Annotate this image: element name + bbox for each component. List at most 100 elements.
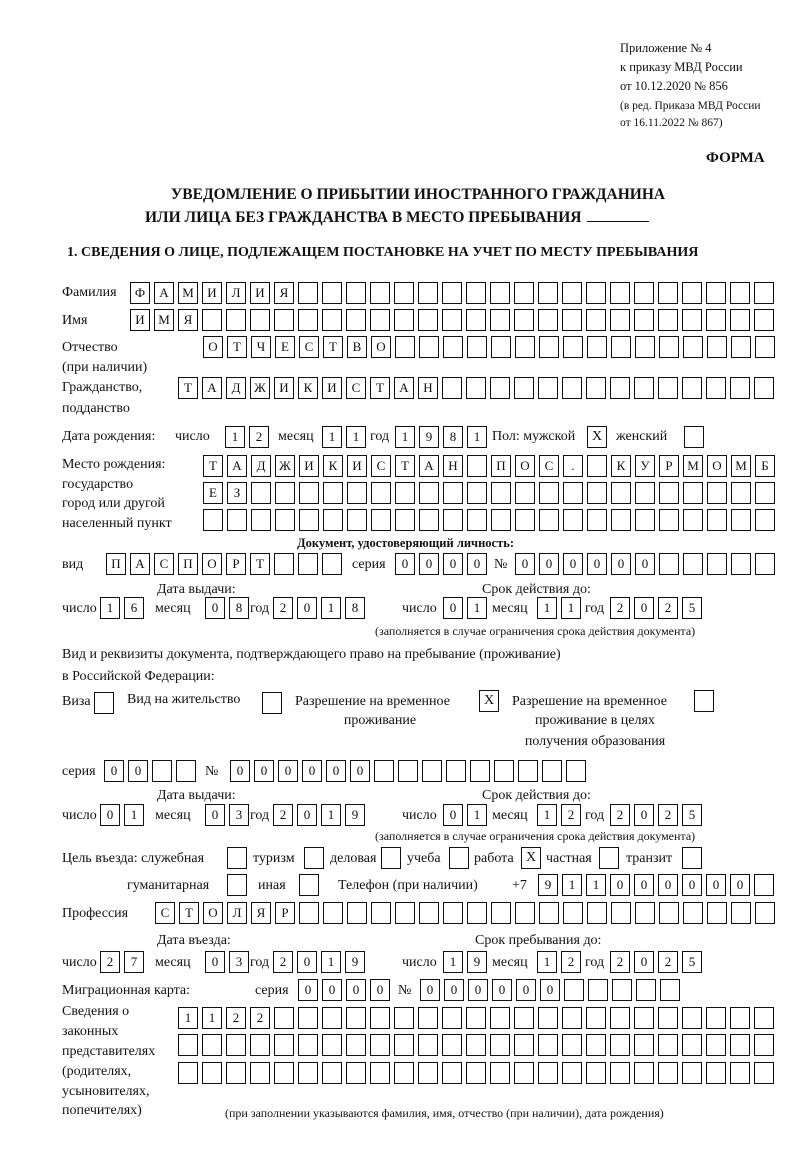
char-box[interactable]: 0: [634, 597, 654, 619]
char-box[interactable]: [466, 309, 486, 331]
char-box[interactable]: [491, 509, 511, 531]
char-box[interactable]: [346, 1007, 366, 1029]
char-box[interactable]: [610, 282, 630, 304]
char-box[interactable]: [202, 1034, 222, 1056]
visa-checkbox[interactable]: [94, 692, 114, 714]
char-box[interactable]: [587, 902, 607, 924]
char-box[interactable]: И: [202, 282, 222, 304]
char-box[interactable]: .: [563, 455, 583, 477]
char-box[interactable]: И: [250, 282, 270, 304]
char-box[interactable]: [442, 309, 462, 331]
char-box[interactable]: Т: [227, 336, 247, 358]
char-box[interactable]: [731, 482, 751, 504]
char-box[interactable]: [419, 336, 439, 358]
char-box[interactable]: 0: [540, 979, 560, 1001]
char-box[interactable]: [730, 309, 750, 331]
char-box[interactable]: [706, 1007, 726, 1029]
char-box[interactable]: [587, 336, 607, 358]
char-box[interactable]: 2: [561, 804, 581, 826]
char-box[interactable]: [443, 509, 463, 531]
char-box[interactable]: 1: [202, 1007, 222, 1029]
purpose-transit-checkbox[interactable]: [682, 847, 702, 869]
char-box[interactable]: 1: [321, 597, 341, 619]
char-box[interactable]: [371, 482, 391, 504]
char-box[interactable]: 0: [634, 804, 654, 826]
char-box[interactable]: 2: [273, 804, 293, 826]
purpose-other-checkbox[interactable]: [299, 874, 319, 896]
char-box[interactable]: [322, 1034, 342, 1056]
char-box[interactable]: 0: [587, 553, 607, 575]
char-box[interactable]: 0: [539, 553, 559, 575]
char-box[interactable]: [538, 377, 558, 399]
char-box[interactable]: [322, 1062, 342, 1084]
char-box[interactable]: 1: [321, 951, 341, 973]
char-box[interactable]: [636, 979, 656, 1001]
char-box[interactable]: 0: [443, 553, 463, 575]
char-box[interactable]: 0: [350, 760, 370, 782]
char-box[interactable]: [490, 309, 510, 331]
char-box[interactable]: 9: [345, 804, 365, 826]
char-box[interactable]: [682, 1034, 702, 1056]
char-box[interactable]: [470, 760, 490, 782]
char-box[interactable]: [466, 282, 486, 304]
char-box[interactable]: 1: [467, 804, 487, 826]
char-box[interactable]: 8: [229, 597, 249, 619]
char-box[interactable]: [730, 1034, 750, 1056]
char-box[interactable]: [394, 309, 414, 331]
char-box[interactable]: [660, 979, 680, 1001]
char-box[interactable]: [226, 1034, 246, 1056]
char-box[interactable]: [370, 309, 390, 331]
char-box[interactable]: [178, 1062, 198, 1084]
char-box[interactable]: [491, 902, 511, 924]
char-box[interactable]: 6: [124, 597, 144, 619]
char-box[interactable]: [418, 282, 438, 304]
char-box[interactable]: 1: [467, 597, 487, 619]
char-box[interactable]: [586, 377, 606, 399]
char-box[interactable]: [443, 336, 463, 358]
char-box[interactable]: [419, 902, 439, 924]
char-box[interactable]: [152, 760, 172, 782]
char-box[interactable]: 9: [419, 426, 439, 448]
char-box[interactable]: 0: [326, 760, 346, 782]
char-box[interactable]: 0: [297, 804, 317, 826]
char-box[interactable]: Л: [227, 902, 247, 924]
char-box[interactable]: [706, 377, 726, 399]
char-box[interactable]: М: [731, 455, 751, 477]
char-box[interactable]: [251, 482, 271, 504]
char-box[interactable]: П: [106, 553, 126, 575]
char-box[interactable]: [250, 1062, 270, 1084]
char-box[interactable]: В: [347, 336, 367, 358]
char-box[interactable]: У: [635, 455, 655, 477]
residence-checkbox[interactable]: [262, 692, 282, 714]
char-box[interactable]: [539, 482, 559, 504]
char-box[interactable]: М: [178, 282, 198, 304]
char-box[interactable]: О: [707, 455, 727, 477]
char-box[interactable]: [730, 282, 750, 304]
char-box[interactable]: [514, 377, 534, 399]
char-box[interactable]: [442, 1007, 462, 1029]
char-box[interactable]: П: [491, 455, 511, 477]
char-box[interactable]: 1: [537, 804, 557, 826]
char-box[interactable]: [683, 902, 703, 924]
char-box[interactable]: [467, 482, 487, 504]
char-box[interactable]: 8: [443, 426, 463, 448]
char-box[interactable]: А: [419, 455, 439, 477]
char-box[interactable]: С: [346, 377, 366, 399]
char-box[interactable]: [490, 282, 510, 304]
char-box[interactable]: [706, 309, 726, 331]
char-box[interactable]: [563, 482, 583, 504]
char-box[interactable]: К: [323, 455, 343, 477]
char-box[interactable]: Я: [251, 902, 271, 924]
char-box[interactable]: [731, 553, 751, 575]
char-box[interactable]: [202, 309, 222, 331]
char-box[interactable]: [298, 1062, 318, 1084]
char-box[interactable]: 0: [128, 760, 148, 782]
char-box[interactable]: Т: [250, 553, 270, 575]
char-box[interactable]: [394, 282, 414, 304]
char-box[interactable]: [755, 336, 775, 358]
